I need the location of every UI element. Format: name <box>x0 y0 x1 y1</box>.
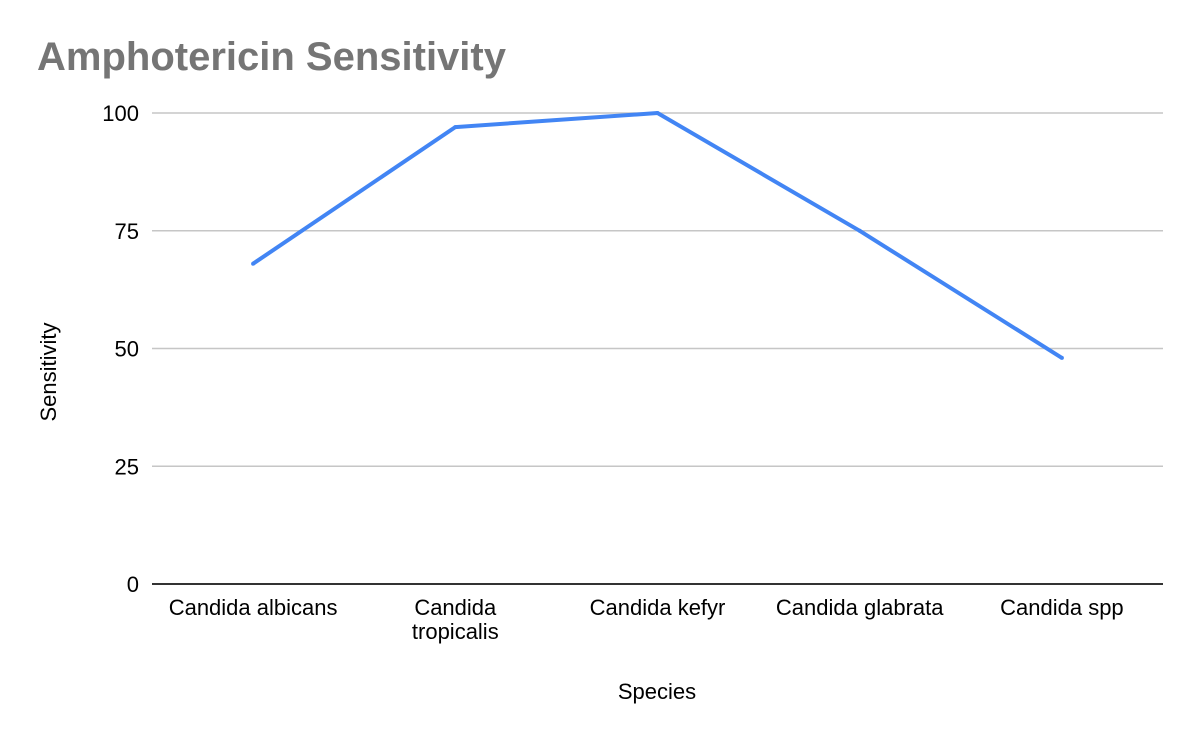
y-tick-label: 75 <box>115 219 139 244</box>
x-tick-label-line: Candida albicans <box>169 595 338 620</box>
data-point <box>655 111 660 115</box>
series-line-0 <box>251 111 1063 360</box>
data-point <box>453 125 458 130</box>
x-tick-label: Candida glabrata <box>776 595 944 620</box>
y-tick-label: 25 <box>115 454 139 479</box>
x-tick-label-line: tropicalis <box>412 619 499 644</box>
y-tick-label: 100 <box>102 101 139 126</box>
x-axis-ticks: Candida albicans Candida tropicalisCandida… <box>169 595 1124 644</box>
series-layer <box>251 111 1064 360</box>
y-tick-label: 0 <box>127 572 139 597</box>
data-point <box>857 228 862 233</box>
x-tick-label: Candida spp <box>1000 595 1124 620</box>
x-tick-label-line: Candida kefyr <box>590 595 726 620</box>
x-tick-label: Candida albicans <box>169 595 338 620</box>
x-tick-label: Candida tropicalis <box>412 595 499 644</box>
data-point <box>251 261 256 266</box>
x-tick-label-line: Candida spp <box>1000 595 1124 620</box>
gridlines <box>152 112 1163 467</box>
x-axis-title: Species <box>618 679 696 704</box>
data-point <box>1059 355 1064 360</box>
y-axis-title: Sensitivity <box>36 322 61 421</box>
x-tick-label: Candida kefyr <box>590 595 726 620</box>
y-axis-ticks: 0 25 50 75 100 <box>102 101 139 597</box>
x-tick-label-line: Candida glabrata <box>776 595 944 620</box>
chart-title: Amphotericin Sensitivity <box>37 35 507 79</box>
x-tick-label-line: Candida <box>414 595 497 620</box>
y-tick-label: 50 <box>115 337 139 362</box>
